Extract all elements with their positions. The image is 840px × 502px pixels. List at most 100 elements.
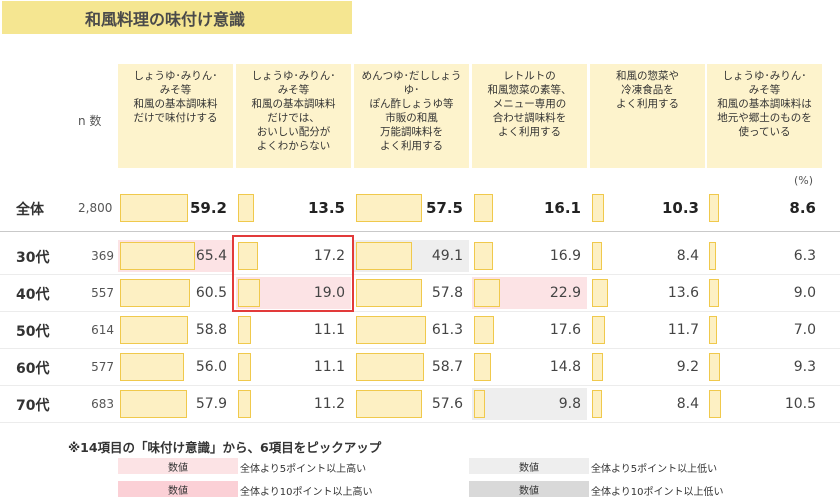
row-divider	[0, 311, 840, 312]
data-cell: 10.5	[707, 388, 822, 420]
row-divider	[0, 274, 840, 275]
column-header-2: しょうゆ･みりん･ みそ等 和風の基本調味料 だけでは、 おいしい配分が よくわ…	[236, 64, 351, 168]
row-label: 全体	[16, 202, 44, 218]
value-bar	[474, 353, 492, 381]
value-bar	[474, 194, 493, 222]
data-cell: 14.8	[472, 351, 587, 383]
row-n-count: 614	[91, 323, 114, 337]
value-bar	[120, 316, 188, 344]
value-label: 57.9	[195, 396, 227, 412]
value-bar	[356, 390, 423, 418]
value-label: 7.0	[793, 322, 816, 338]
value-bar	[238, 390, 251, 418]
highlight-box	[232, 235, 354, 312]
row-n-count: 683	[91, 397, 114, 411]
data-cell: 8.4	[590, 388, 705, 420]
chart-title: 和風料理の味付け意識	[85, 9, 246, 29]
column-header-1: しょうゆ･みりん･ みそ等 和風の基本調味料 だけで味付けする	[118, 64, 233, 168]
row-label: 50代	[16, 324, 50, 340]
value-bar	[592, 390, 602, 418]
value-bar	[709, 353, 720, 381]
data-cell: 9.0	[707, 277, 822, 309]
data-cell: 17.2	[236, 240, 351, 272]
value-bar	[709, 242, 717, 270]
value-label: 10.5	[784, 396, 816, 412]
unit-label: (%)	[794, 174, 814, 187]
value-bar	[592, 316, 606, 344]
value-bar	[120, 279, 190, 307]
data-cell: 9.3	[707, 351, 822, 383]
value-label: 9.0	[793, 285, 816, 301]
value-label: 11.1	[313, 322, 345, 338]
value-label: 9.3	[793, 359, 816, 375]
row-n-count: 577	[91, 360, 114, 374]
data-cell: 11.7	[590, 314, 705, 346]
data-cell: 22.9	[472, 277, 587, 309]
row-label: 70代	[16, 398, 50, 414]
data-cell: 58.8	[118, 314, 233, 346]
data-cell: 16.1	[472, 192, 587, 224]
value-label: 13.5	[307, 199, 345, 217]
legend-swatch: 数値	[469, 481, 589, 497]
data-cell: 11.1	[236, 351, 351, 383]
value-label: 57.5	[425, 199, 463, 217]
value-label: 57.8	[431, 285, 463, 301]
n-count-label: n 数	[78, 114, 102, 128]
value-bar	[709, 390, 722, 418]
value-bar	[709, 316, 718, 344]
row-label: 40代	[16, 287, 50, 303]
legend-text: 全体より5ポイント以上低い	[591, 464, 718, 475]
column-header-4: レトルトの 和風惣菜の素等、 メニュー専用の 合わせ調味料を よく利用する	[472, 64, 587, 168]
data-cell: 19.0	[236, 277, 351, 309]
value-label: 17.2	[313, 248, 345, 264]
value-label: 58.8	[195, 322, 227, 338]
row-n-count: 369	[91, 249, 114, 263]
legend-text: 全体より10ポイント以上高い	[240, 487, 373, 498]
legend-swatch: 数値	[118, 458, 238, 474]
data-cell: 57.8	[354, 277, 469, 309]
data-cell: 56.0	[118, 351, 233, 383]
value-label: 11.1	[313, 359, 345, 375]
value-label: 16.9	[549, 248, 581, 264]
value-bar	[474, 242, 494, 270]
value-label: 22.9	[549, 285, 581, 301]
column-header-6: しょうゆ･みりん･ みそ等 和風の基本調味料は 地元や郷土のものを 使っている	[707, 64, 822, 168]
footnote: ※14項目の「味付け意識」から、6項目をピックアップ	[68, 440, 382, 455]
value-label: 17.6	[549, 322, 581, 338]
value-label: 65.4	[195, 248, 227, 264]
value-bar	[238, 353, 251, 381]
row-n-count: 557	[91, 286, 114, 300]
data-cell: 9.8	[472, 388, 587, 420]
value-label: 58.7	[431, 359, 463, 375]
value-label: 9.2	[676, 359, 699, 375]
value-bar	[356, 194, 423, 222]
value-bar	[120, 194, 189, 222]
value-bar	[238, 242, 258, 270]
column-header-3: めんつゆ･だししょうゆ･ ぽん酢しょうゆ等 市販の和風 万能調味料を よく利用す…	[354, 64, 469, 168]
data-cell: 17.6	[472, 314, 587, 346]
row-divider	[0, 348, 840, 349]
data-cell: 10.3	[590, 192, 705, 224]
value-bar	[592, 279, 608, 307]
value-bar	[709, 279, 720, 307]
value-label: 8.6	[789, 199, 816, 217]
data-cell: 49.1	[354, 240, 469, 272]
value-bar	[120, 353, 185, 381]
value-bar	[592, 194, 604, 222]
data-cell: 16.9	[472, 240, 587, 272]
value-label: 56.0	[195, 359, 227, 375]
data-cell: 57.6	[354, 388, 469, 420]
value-label: 8.4	[676, 248, 699, 264]
divider	[0, 231, 840, 232]
value-bar	[356, 242, 413, 270]
value-label: 49.1	[431, 248, 463, 264]
row-divider	[0, 422, 840, 423]
value-label: 9.8	[558, 396, 581, 412]
legend-text: 全体より10ポイント以上低い	[591, 487, 724, 498]
value-bar	[356, 316, 427, 344]
value-bar	[356, 353, 424, 381]
legend-text: 全体より5ポイント以上高い	[240, 464, 367, 475]
row-n-count: 2,800	[78, 201, 113, 215]
value-label: 14.8	[549, 359, 581, 375]
value-label: 59.2	[189, 199, 227, 217]
